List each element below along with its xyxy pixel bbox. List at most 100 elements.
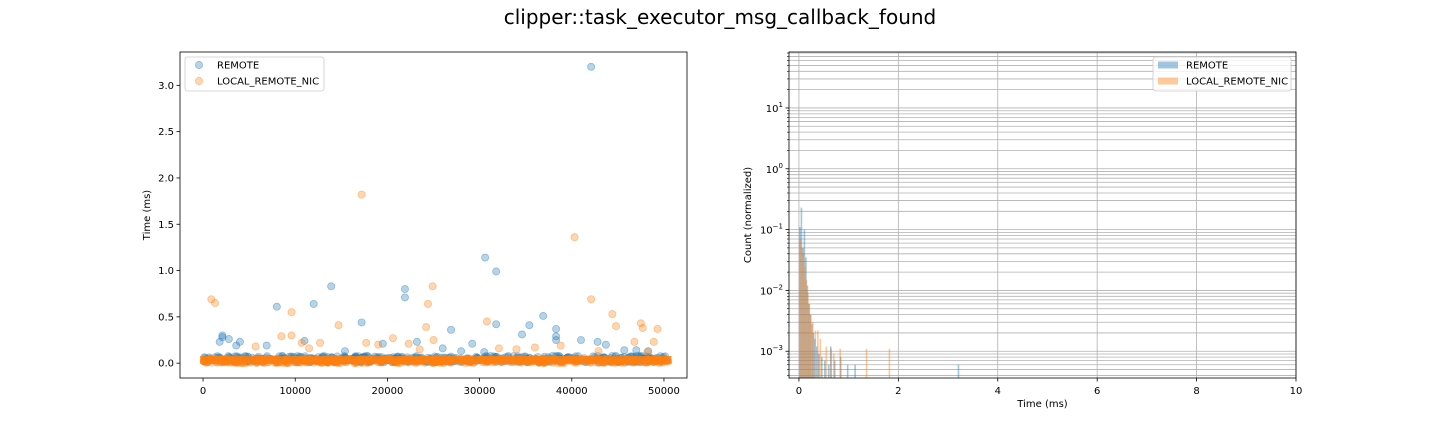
hist-bar-local — [819, 338, 822, 378]
hist-ytick-label: 10−3 — [760, 344, 783, 358]
hist-bar-local — [808, 303, 811, 378]
scatter-point-local — [316, 338, 325, 347]
hist-legend: REMOTE LOCAL_REMOTE_NIC — [1152, 56, 1292, 92]
scatter-point-remote — [218, 333, 227, 342]
scatter-point-remote — [577, 336, 585, 344]
hist-bar-remote — [827, 364, 830, 378]
scatter-point-local — [643, 348, 652, 357]
scatter-point-remote — [300, 337, 309, 345]
scatter-point-local — [594, 347, 603, 356]
hist-bar-local — [810, 314, 812, 378]
hist-bar-remote — [805, 257, 807, 378]
hist-bar-local — [830, 348, 833, 378]
scatter-xtick-label: 50000 — [648, 386, 680, 397]
hist-legend-label: LOCAL_REMOTE_NIC — [1186, 77, 1288, 88]
hist-ytick-exponent: 1 — [779, 101, 783, 109]
scatter-legend-marker — [195, 61, 203, 69]
hist-ytick-label: 10−2 — [760, 283, 783, 297]
scatter-ytick-label: 1.0 — [158, 266, 174, 277]
hist-bar-remote — [823, 360, 826, 378]
scatter-point-remote — [378, 339, 387, 348]
scatter-point-remote — [632, 346, 641, 355]
scatter-xtick-label: 10000 — [279, 386, 311, 397]
scatter-point-local — [277, 332, 286, 341]
scatter-point-local — [415, 345, 424, 354]
hist-ytick-base: 10 — [760, 286, 773, 297]
scatter-legend-label: LOCAL_REMOTE_NIC — [217, 77, 319, 88]
scatter-point-remote — [552, 324, 561, 333]
hist-bar-local — [817, 330, 819, 378]
scatter-legend: REMOTE LOCAL_REMOTE_NIC — [184, 56, 325, 92]
scatter-xtick-label: 0 — [200, 386, 206, 397]
hist-bar-remote — [846, 364, 849, 378]
hist-bar-remote — [802, 247, 804, 378]
scatter-point-remote — [518, 330, 526, 339]
scatter-point-local — [630, 337, 639, 346]
scatter-point-remote — [438, 344, 447, 353]
hist-bar-local — [814, 330, 817, 378]
hist-bar-local — [799, 239, 802, 378]
hist-xtick-label: 10 — [1290, 386, 1303, 397]
scatter-point-remote — [357, 318, 366, 327]
scatter-point-local — [357, 190, 366, 199]
scatter-ytick-label: 3.0 — [158, 81, 174, 92]
scatter-point-local — [287, 308, 296, 317]
scatter-ytick-label: 0.0 — [158, 359, 174, 370]
hist-ytick-base: 10 — [760, 347, 773, 358]
scatter-point-remote — [552, 332, 561, 341]
scatter-point-remote — [492, 267, 501, 276]
hist-bars — [799, 207, 960, 378]
hist-grid — [789, 52, 1297, 378]
hist-xtick-label: 8 — [1193, 386, 1199, 397]
scatter-frame — [179, 51, 688, 379]
scatter-point-local — [570, 233, 579, 242]
scatter-point-remote — [620, 346, 629, 355]
hist-bar-remote — [839, 357, 842, 378]
hist-bar-local — [805, 279, 808, 378]
scatter-point-remote — [492, 320, 501, 329]
scatter-point-local — [530, 343, 539, 352]
scatter-point-remote — [525, 321, 534, 330]
scatter-point-remote — [457, 347, 466, 356]
scatter-point-remote — [272, 302, 281, 311]
hist-bar-remote — [809, 314, 812, 378]
hist-bar-remote — [803, 229, 806, 378]
scatter-point-local — [429, 336, 438, 344]
scatter-point-local — [636, 319, 645, 328]
figure-title: clipper::task_executor_msg_callback_foun… — [504, 5, 937, 29]
scatter-point-local — [404, 339, 413, 348]
hist-bar-local — [804, 266, 806, 378]
scatter-ytick-label: 2.5 — [158, 127, 174, 138]
hist-bar-remote — [808, 303, 810, 378]
scatter-point-local — [556, 341, 565, 350]
scatter-point-remote — [447, 325, 455, 334]
hist-bar-remote — [833, 360, 836, 378]
scatter-point-remote — [224, 335, 233, 344]
hist-bar-local — [839, 348, 841, 378]
hist-bar-local — [807, 293, 809, 378]
scatter-points — [199, 62, 673, 368]
scatter-plot: 0 10000 20000 30000 40000 50000 0.0 0.5 1.0 1.5 2.… — [142, 51, 688, 397]
scatter-point-remote — [341, 347, 349, 356]
scatter-xtick-label: 40000 — [556, 386, 588, 397]
scatter-point-remote — [481, 253, 490, 262]
hist-bar-remote — [957, 364, 960, 378]
hist-bar-local — [888, 348, 891, 378]
scatter-point-remote — [644, 347, 653, 356]
scatter-point-local — [287, 331, 296, 340]
hist-bar-remote — [829, 346, 832, 378]
scatter-xtick-label: 20000 — [372, 386, 404, 397]
scatter-point-local — [388, 334, 397, 343]
hist-bar-remote — [812, 332, 815, 378]
hist-xtick-label: 2 — [895, 386, 901, 397]
scatter-point-remote — [593, 337, 602, 346]
scatter-point-remote — [327, 282, 336, 291]
scatter-point-remote — [309, 299, 318, 308]
scatter-baseline-band-local — [200, 355, 672, 364]
hist-legend-swatch — [1158, 61, 1178, 69]
hist-frame — [788, 51, 1297, 379]
hist-xlabel: Time (ms) — [1016, 399, 1068, 410]
hist-legend-label: REMOTE — [1186, 61, 1228, 72]
scatter-point-local — [587, 295, 596, 304]
scatter-point-remote — [235, 337, 244, 346]
